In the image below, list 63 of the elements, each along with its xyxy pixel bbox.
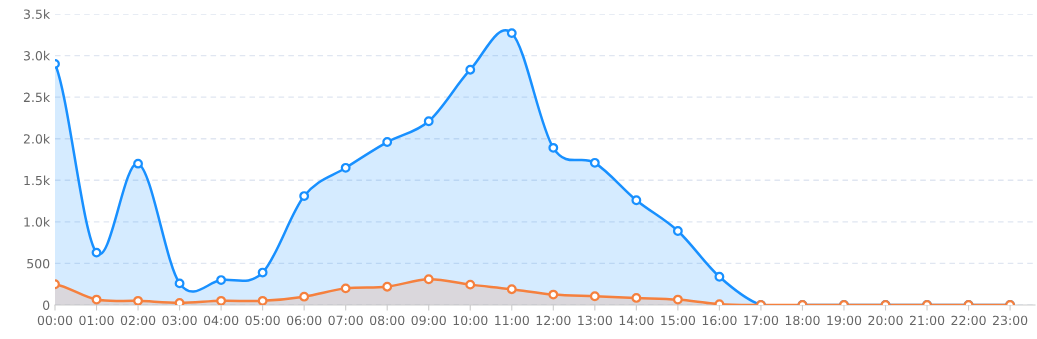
x-tick-label: 15:00 [661, 315, 696, 326]
x-tick-label: 23:00 [992, 315, 1028, 326]
y-tick-label: 1.5k [24, 175, 51, 186]
y-tick-label: 1.0k [24, 217, 51, 227]
y-tick-label: 3.0k [23, 50, 51, 61]
x-tick-label: 04:00 [203, 315, 239, 326]
y-tick-label: 2.5k [23, 92, 51, 103]
point [174, 297, 185, 305]
point [340, 283, 351, 294]
point [91, 247, 102, 258]
point [133, 158, 143, 169]
point [91, 294, 102, 305]
point [174, 278, 185, 289]
point [299, 291, 310, 302]
point [589, 291, 600, 302]
x-tick-label: 21:00 [909, 315, 945, 326]
x-tick-label: 00:00 [37, 315, 73, 326]
x-tick-label: 22:00 [951, 315, 986, 326]
y-tick-label: 500 [27, 258, 50, 269]
point [257, 295, 268, 305]
x-tick-label: 02:00 [120, 315, 156, 326]
point [631, 195, 642, 206]
point [672, 294, 683, 305]
x-tick-label: 08:00 [370, 315, 405, 326]
x-tick-label: 12:00 [536, 315, 571, 326]
x-tick-label: 18:00 [785, 315, 820, 326]
x-tick-label: 11:00 [495, 315, 529, 326]
point [423, 116, 434, 127]
x-tick-label: 20:00 [868, 315, 903, 326]
point [506, 284, 517, 295]
x-tick-label: 01:00 [79, 315, 114, 326]
point [216, 295, 227, 305]
point [423, 274, 434, 285]
point [548, 142, 559, 153]
point [589, 157, 600, 168]
point [216, 275, 227, 285]
point [465, 279, 476, 290]
x-tick-label: 07:00 [328, 315, 363, 326]
x-tick-label: 16:00 [702, 315, 737, 326]
x-tick-label: 19:00 [827, 315, 862, 326]
point [257, 267, 268, 278]
point [382, 281, 393, 292]
point [465, 64, 476, 75]
point [714, 271, 725, 282]
point [340, 162, 351, 173]
y-tick-label: 0 [43, 300, 50, 310]
x-tick-label: 06:00 [286, 315, 322, 326]
y-tick-label: 2.0k [23, 133, 51, 144]
x-tick-label: 13:00 [578, 315, 613, 326]
x-tick-label: 10:00 [453, 315, 488, 326]
point [548, 289, 559, 300]
point [631, 293, 642, 303]
y-tick-label: 3.5k [23, 9, 51, 19]
x-tick-label: 03:00 [162, 315, 197, 326]
x-tick-label: 14:00 [619, 315, 654, 326]
x-tick-label: 17:00 [744, 315, 779, 326]
point [672, 226, 683, 236]
x-tick-label: 05:00 [245, 315, 280, 326]
point [299, 191, 310, 202]
point [506, 28, 517, 39]
x-tick-label: 09:00 [411, 315, 446, 326]
point [382, 137, 393, 147]
point [133, 295, 143, 305]
